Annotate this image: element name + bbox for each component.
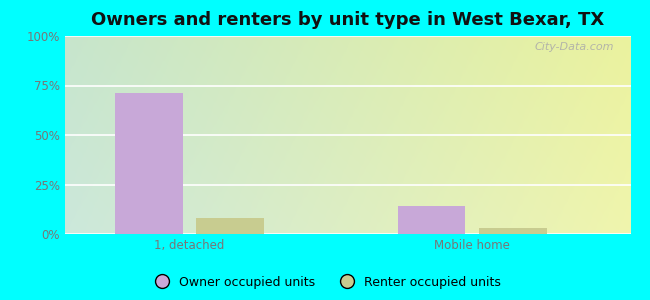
Bar	[196, 218, 264, 234]
Legend: Owner occupied units, Renter occupied units: Owner occupied units, Renter occupied un…	[144, 271, 506, 294]
Bar	[398, 206, 465, 234]
Bar	[479, 228, 547, 234]
Text: City-Data.com: City-Data.com	[534, 42, 614, 52]
Bar	[115, 93, 183, 234]
Title: Owners and renters by unit type in West Bexar, TX: Owners and renters by unit type in West …	[91, 11, 604, 29]
